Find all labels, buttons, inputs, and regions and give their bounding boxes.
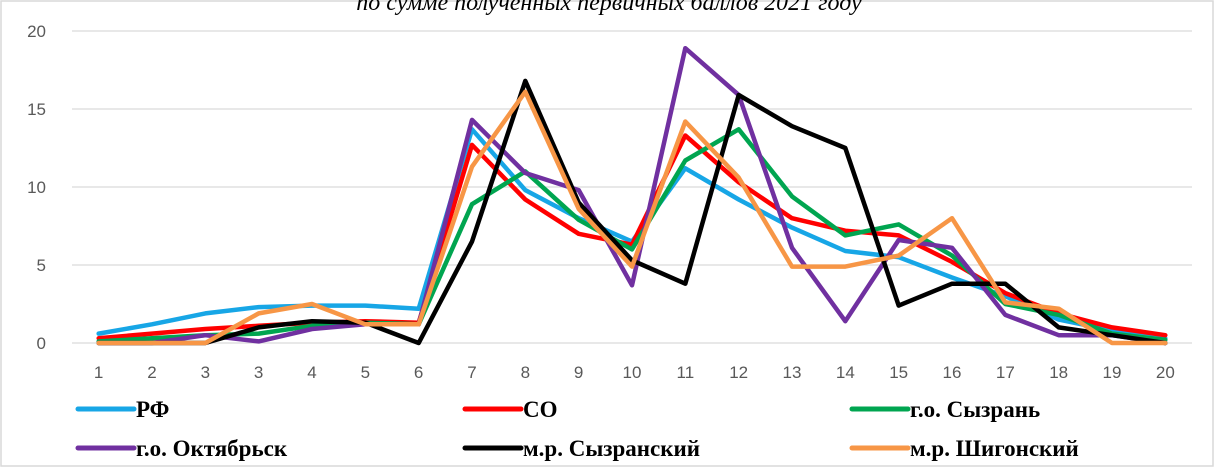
series-lines [96,45,1168,346]
y-tick-label: 0 [37,334,46,353]
legend-item: м.р. Шигонский [849,436,1079,461]
legend-item: РФ [75,397,169,422]
x-tick-label: 20 [1156,363,1175,382]
y-axis-ticks: 0 5 10 15 20 [27,22,46,353]
legend-item: м.р. Сызранский [462,436,700,461]
legend-label: м.р. Шигонский [910,436,1079,461]
x-tick-label: 12 [729,363,748,382]
legend-label: РФ [136,397,169,422]
series-line [96,45,1168,346]
legend: РФ СО г.о. Сызрань г.о. Октябрьск м.р. Сызра… [75,397,1079,461]
x-tick-label: 1 [94,363,103,382]
x-tick-label: 11 [677,363,695,382]
legend-item: СО [462,397,558,422]
x-tick-label: 10 [623,363,642,382]
x-tick-label: 8 [521,363,530,382]
x-tick-label: 3 [201,363,210,382]
legend-label: СО [523,397,558,422]
x-tick-label: 19 [1103,363,1122,382]
legend-label: м.р. Сызранский [523,436,700,461]
x-tick-label: 3 [254,363,263,382]
x-tick-label: 5 [361,363,370,382]
series-line [96,89,1168,346]
x-tick-label: 13 [783,363,802,382]
legend-label: г.о. Сызрань [910,397,1040,422]
x-tick-label: 15 [889,363,908,382]
x-tick-label: 4 [307,363,316,382]
x-tick-label: 16 [943,363,962,382]
y-tick-label: 15 [27,100,46,119]
x-tick-label: 6 [414,363,423,382]
legend-item: г.о. Сызрань [849,397,1040,422]
legend-label: г.о. Октябрьск [136,436,288,461]
x-tick-label: 18 [1049,363,1068,382]
x-tick-label: 9 [574,363,583,382]
legend-item: г.о. Октябрьск [75,436,288,461]
x-tick-label: 17 [996,363,1015,382]
x-tick-label: 14 [836,363,855,382]
x-tick-label: 7 [467,363,476,382]
chart-title: по сумме полученных первичных баллов 202… [356,0,862,16]
x-tick-label: 2 [147,363,156,382]
x-axis-ticks: 1 2 3 3 4 5 6 7 8 9 10 11 12 13 14 15 16 17 18 19 20 [94,363,1175,382]
y-tick-label: 20 [27,22,46,41]
series-line [96,127,1168,344]
y-tick-label: 5 [37,256,46,275]
y-tick-label: 10 [27,178,46,197]
